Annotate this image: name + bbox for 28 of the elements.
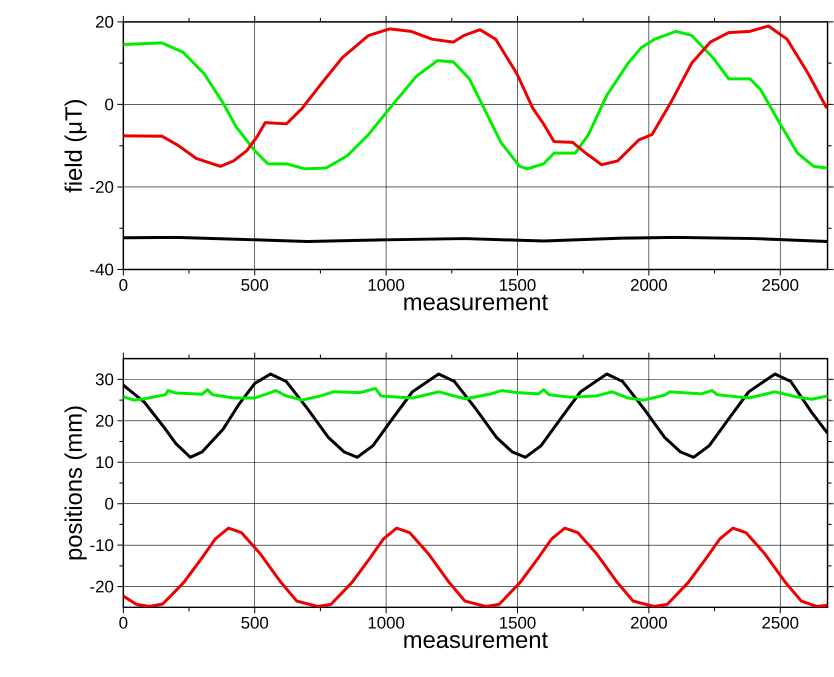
x-axis-title: measurement [404, 294, 548, 310]
line-series [123, 386, 828, 402]
y-tick-label: 20 [96, 16, 114, 28]
y-tick-label: -40 [90, 263, 114, 276]
y-tick-label: 0 [105, 98, 114, 110]
y-axis-title: field (μT) [64, 100, 87, 192]
y-tick-label: 0 [105, 498, 114, 510]
y-axis-title: positions (mm) [64, 406, 87, 560]
x-tick-label: 2500 [762, 616, 798, 629]
x-tick-label: 2000 [630, 616, 667, 629]
x-tick-label: 1500 [500, 616, 536, 629]
x-tick-label: 500 [241, 278, 268, 291]
x-tick-label: 1500 [500, 278, 536, 291]
line-series [123, 526, 828, 608]
y-tick-label: 30 [96, 373, 114, 386]
x-tick-label: 2500 [762, 278, 798, 291]
x-tick-label: 1000 [368, 278, 404, 291]
x-tick-label: 2000 [630, 278, 667, 291]
y-tick-label: -10 [90, 539, 114, 551]
x-tick-label: 0 [119, 278, 128, 291]
x-axis-title: measurement [404, 632, 548, 648]
y-tick-label: 20 [96, 414, 114, 427]
x-tick-label: 500 [241, 616, 268, 629]
y-tick-label: -20 [90, 180, 114, 193]
y-tick-label: 10 [96, 456, 114, 468]
x-tick-label: 0 [119, 616, 128, 629]
y-tick-label: -20 [90, 580, 114, 592]
x-tick-label: 1000 [368, 616, 404, 629]
